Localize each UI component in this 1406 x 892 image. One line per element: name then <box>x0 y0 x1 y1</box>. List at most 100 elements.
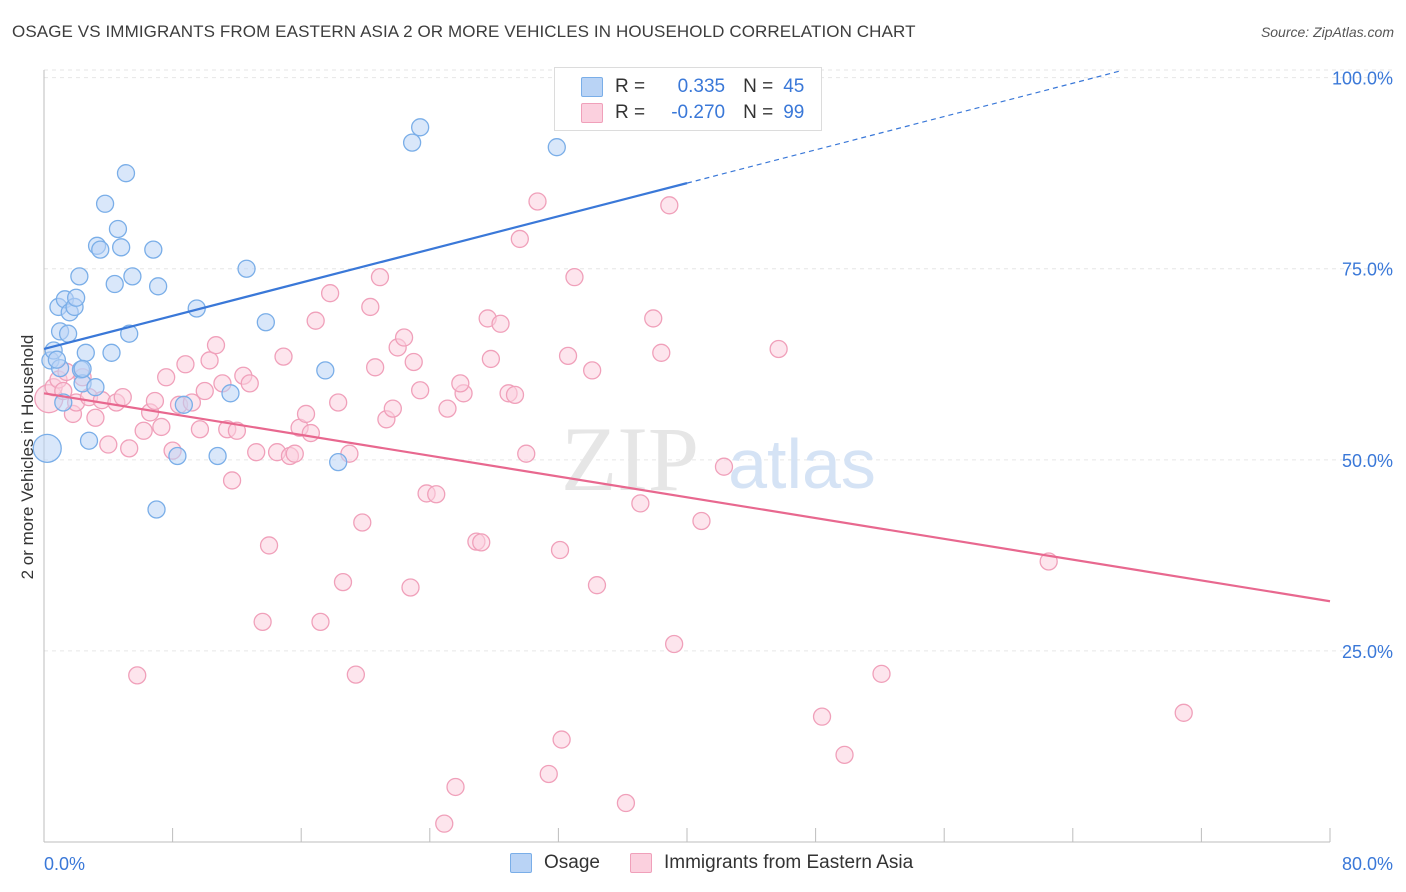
stats-n-value: 99 <box>783 102 805 123</box>
data-point <box>301 423 320 443</box>
data-point <box>128 666 147 685</box>
data-point <box>346 665 366 684</box>
data-point <box>311 612 330 632</box>
data-point <box>67 288 86 307</box>
data-point <box>451 374 470 393</box>
data-point <box>333 572 353 592</box>
data-point <box>256 313 275 332</box>
stats-n-label: N = <box>743 102 774 123</box>
data-point <box>411 381 430 400</box>
data-point <box>427 485 446 504</box>
data-point <box>157 368 176 387</box>
data-point <box>404 352 423 372</box>
y-tick-label: 100.0% <box>1332 69 1393 89</box>
data-point <box>296 404 316 424</box>
source-credit: Source: ZipAtlas.com <box>1260 24 1394 40</box>
trendline-osage <box>43 182 688 351</box>
data-point <box>552 730 571 749</box>
data-point <box>147 500 166 519</box>
stats-row-osage: R = 0.335 N = 45 <box>581 75 804 99</box>
data-point <box>274 347 293 366</box>
data-point <box>86 378 105 397</box>
trend-layer <box>43 70 1331 603</box>
y-axis-label: 2 or more Vehicles in Household <box>18 334 37 580</box>
stats-swatch-immigrants <box>581 103 603 123</box>
data-point <box>481 349 501 369</box>
data-point <box>361 297 380 317</box>
y-tick-label: 75.0% <box>1342 260 1393 280</box>
data-point <box>285 444 304 463</box>
data-point <box>528 192 547 211</box>
watermark-zip: ZIP <box>561 408 699 510</box>
legend-item-osage[interactable]: Osage <box>510 852 600 874</box>
data-point <box>565 267 584 287</box>
data-point <box>176 355 195 374</box>
data-point <box>329 452 348 472</box>
stats-r-value: -0.270 <box>671 102 726 123</box>
data-point <box>835 745 854 765</box>
data-point <box>108 219 128 239</box>
data-point <box>190 420 210 439</box>
data-point <box>394 328 414 347</box>
stats-swatch-osage <box>581 77 603 97</box>
data-point <box>134 421 153 440</box>
data-point <box>32 433 62 464</box>
trendline-osage-extension <box>686 70 1122 184</box>
data-point <box>517 444 536 463</box>
data-point <box>583 361 602 380</box>
legend-item-immigrants[interactable]: Immigrants from Eastern Asia <box>629 852 913 874</box>
data-point <box>320 284 340 303</box>
legend-swatch-osage <box>510 853 532 873</box>
data-point <box>112 238 131 257</box>
y-tick-label: 25.0% <box>1342 642 1393 662</box>
legend-swatch-immigrants <box>629 853 652 873</box>
data-point <box>353 513 372 532</box>
data-point <box>152 417 171 437</box>
data-point <box>472 533 491 552</box>
x-tick-label: 80.0% <box>1342 854 1393 874</box>
stats-row-immigrants: R = -0.270 N = 99 <box>581 101 804 125</box>
data-point <box>95 194 115 213</box>
stats-n-label: N = <box>743 76 774 97</box>
data-point <box>73 359 92 379</box>
data-point <box>145 391 165 411</box>
data-point <box>652 343 671 362</box>
data-point <box>402 133 422 152</box>
data-point <box>306 311 325 330</box>
data-point <box>446 777 465 797</box>
data-point <box>47 350 67 369</box>
data-point <box>195 381 214 401</box>
data-point <box>660 196 679 215</box>
data-point <box>587 576 607 595</box>
data-point <box>435 814 454 833</box>
data-point <box>664 634 684 654</box>
data-point <box>237 259 256 278</box>
data-point <box>76 343 95 362</box>
data-point <box>872 664 891 683</box>
stats-r-label: R = <box>615 76 646 97</box>
x-tick-label: 0.0% <box>44 854 85 874</box>
data-point <box>401 578 420 597</box>
data-point <box>168 446 187 466</box>
data-point <box>116 164 136 183</box>
data-point <box>316 361 335 380</box>
grid-lines <box>44 69 1394 652</box>
data-point <box>644 309 663 328</box>
series-immigrants <box>34 192 1193 833</box>
data-point <box>174 395 194 414</box>
data-point <box>505 385 525 405</box>
data-point <box>105 274 124 294</box>
data-point <box>54 393 73 412</box>
data-point <box>812 707 832 726</box>
stats-r-value: 0.335 <box>677 76 726 97</box>
data-point <box>558 346 578 366</box>
zipatlas-watermark: ZIP atlas <box>561 408 876 510</box>
data-point <box>240 374 259 393</box>
data-point <box>438 399 457 418</box>
data-point <box>120 324 139 343</box>
data-point <box>616 793 636 813</box>
data-point <box>221 384 240 403</box>
data-point <box>113 387 132 407</box>
stats-n-value: 45 <box>783 76 805 97</box>
data-point <box>370 267 390 287</box>
